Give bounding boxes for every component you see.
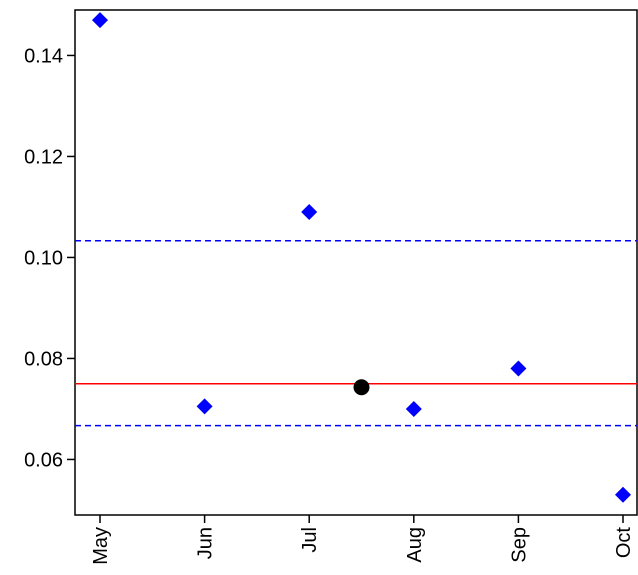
- diamond-point: [510, 360, 527, 377]
- y-tick-label: 0.06: [24, 449, 63, 471]
- y-tick-label: 0.10: [24, 247, 63, 269]
- circle-point: [353, 379, 370, 396]
- x-tick-label: Sep: [508, 527, 530, 563]
- data-points: [92, 12, 631, 503]
- x-tick-label: Aug: [404, 527, 426, 563]
- y-tick-label: 0.12: [24, 146, 63, 168]
- diamond-point: [405, 400, 422, 417]
- plot-frame: [74, 9, 638, 516]
- y-tick-label: 0.08: [24, 348, 63, 370]
- x-tick-label: Jun: [195, 527, 217, 559]
- diamond-point: [92, 12, 108, 29]
- x-tick-label: May: [90, 527, 112, 565]
- x-tick-label: Jul: [299, 527, 321, 553]
- y-tick-label: 0.14: [24, 45, 63, 67]
- diamond-point: [301, 204, 318, 220]
- diamond-point: [615, 486, 631, 503]
- reference-lines: [75, 240, 637, 427]
- y-axis: 0.06 0.08 0.10 0.12 0.14: [24, 45, 75, 471]
- x-tick-label: Oct: [613, 527, 635, 559]
- x-axis: May Jun Jul Aug Sep Oct: [90, 515, 635, 565]
- diamond-point: [196, 398, 213, 415]
